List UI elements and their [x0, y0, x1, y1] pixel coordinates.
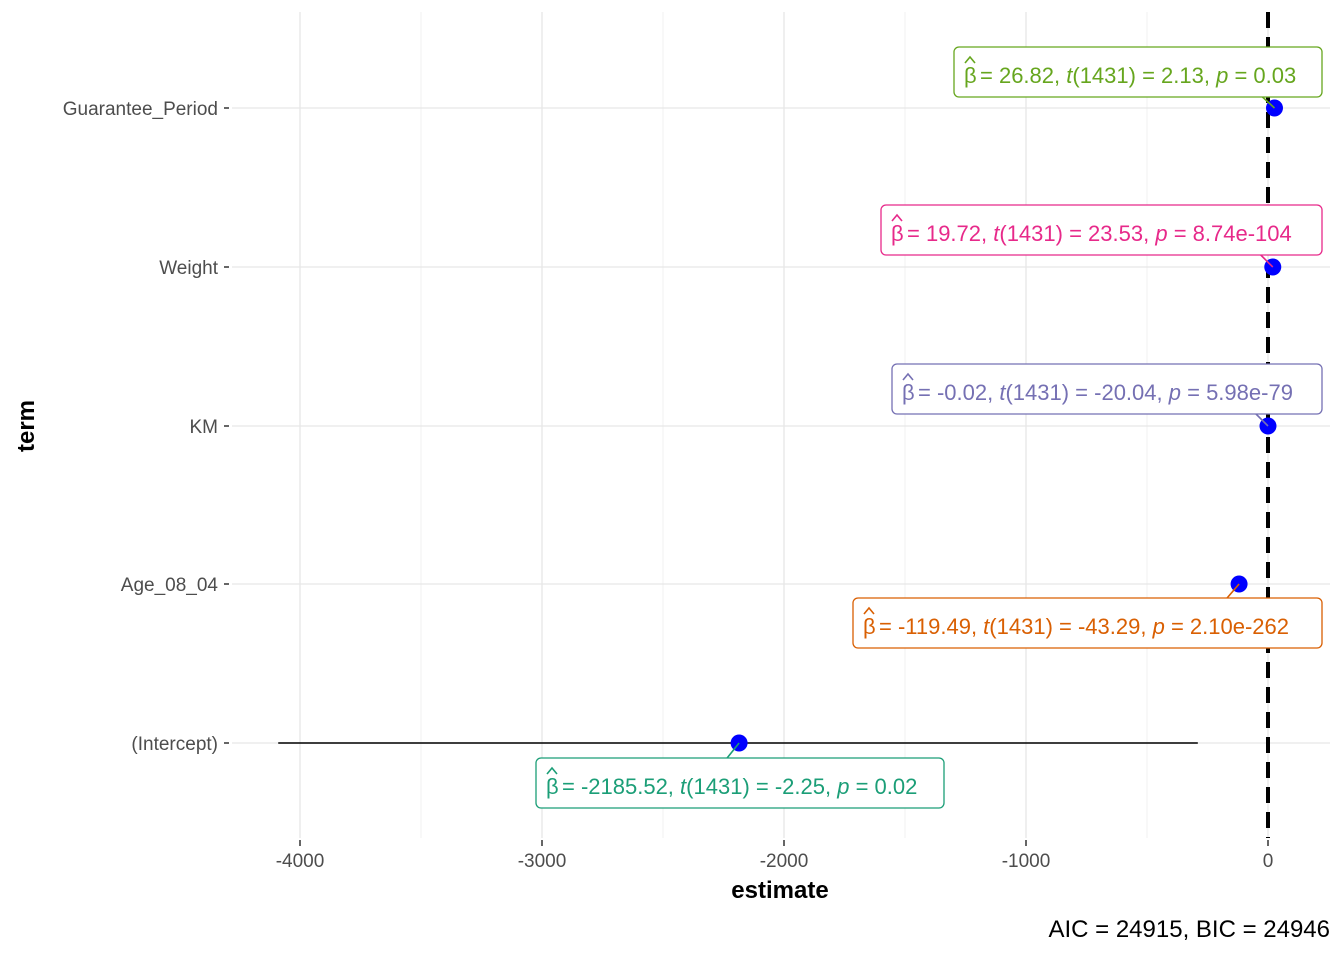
beta-hat-symbol: β — [546, 774, 559, 799]
beta-hat-symbol: β — [902, 380, 915, 405]
y-axis-title: term — [13, 400, 40, 452]
beta-hat-symbol: β — [891, 221, 904, 246]
label-box — [953, 46, 1323, 98]
hat-accent — [902, 372, 914, 381]
coefficient-label: = -0.02, t(1431) = -20.04, p = 5.98e-79 — [918, 380, 1293, 405]
x-tick-label: -1000 — [1002, 851, 1051, 872]
label-connector — [1261, 96, 1276, 109]
axes: Guarantee_Period Weight KM Age_08_04 (Interc… — [63, 99, 1274, 872]
coefficient-label: = -2185.52, t(1431) = -2.25, p = 0.02 — [562, 774, 917, 799]
coefficient-label: = -119.49, t(1431) = -43.29, p = 2.10e-2… — [879, 614, 1289, 639]
coefficient-label: = 26.82, t(1431) = 2.13, p = 0.03 — [980, 63, 1296, 88]
y-tick-label: Guarantee_Period — [63, 99, 218, 120]
label-connector — [1255, 413, 1269, 427]
y-tick-label: KM — [190, 417, 219, 438]
label-connector — [1260, 254, 1274, 268]
beta-hat-symbol: β — [964, 63, 977, 88]
x-tick-label: -4000 — [276, 851, 325, 872]
label-connector — [726, 742, 740, 759]
x-tick-label: -2000 — [760, 851, 809, 872]
beta-hat-symbol: β — [863, 614, 876, 639]
hat-accent — [546, 766, 558, 775]
y-tick-label: (Intercept) — [131, 734, 218, 755]
x-tick-label: 0 — [1263, 851, 1274, 872]
aic-bic-caption: AIC = 24915, BIC = 24946 — [1048, 916, 1330, 943]
x-tick-label: -3000 — [518, 851, 567, 872]
label-box — [535, 757, 945, 809]
label-box — [891, 363, 1323, 415]
label-box — [880, 204, 1323, 256]
coefficient-label: = 19.72, t(1431) = 23.53, p = 8.74e-104 — [907, 221, 1292, 246]
hat-accent — [964, 55, 976, 64]
y-tick-label: Weight — [159, 258, 219, 279]
label-connector — [1226, 583, 1240, 599]
x-axis-title: estimate — [731, 877, 828, 904]
grid-lines — [232, 12, 1330, 838]
y-tick-label: Age_08_04 — [121, 575, 219, 596]
hat-accent — [891, 213, 903, 222]
coefficient-labels: β = 26.82, t(1431) = 2.13, p = 0.03β = 1… — [535, 46, 1323, 809]
label-box — [852, 597, 1323, 649]
model-fit-caption: AIC = 24915, BIC = 24946 — [1048, 916, 1330, 943]
hat-accent — [863, 606, 875, 615]
